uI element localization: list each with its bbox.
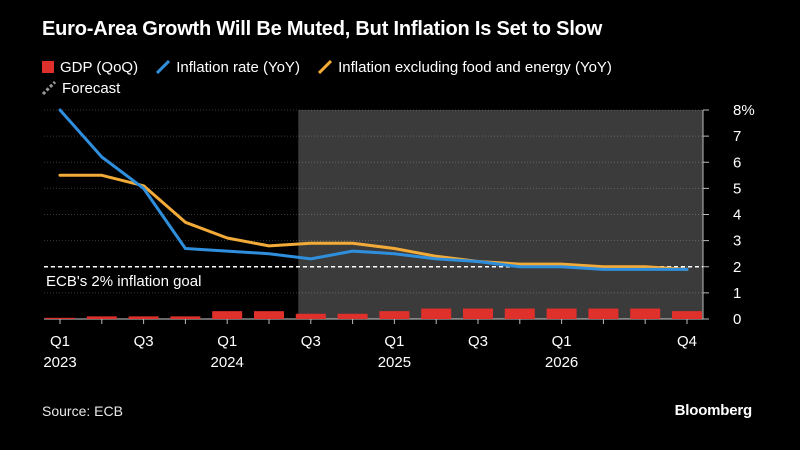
- gdp-bar: [630, 308, 661, 319]
- y-tick-label: 1: [733, 285, 741, 302]
- x-tick-label: Q1: [552, 333, 572, 350]
- x-tick-year-label: 2023: [43, 354, 76, 371]
- x-tick-label: Q1: [50, 333, 70, 350]
- legend-label-gdp: GDP (QoQ): [60, 59, 139, 76]
- gdp-bar: [170, 316, 201, 319]
- forecast-region: [298, 110, 703, 319]
- ecb-goal-label: ECB's 2% inflation goal: [46, 273, 201, 290]
- gdp-bar: [86, 316, 117, 319]
- legend-label-forecast: Forecast: [62, 80, 121, 97]
- inflation-line: [58, 108, 689, 271]
- x-tick-label: Q4: [677, 333, 697, 350]
- x-tick-label: Q3: [134, 333, 154, 350]
- x-tick-year-label: 2025: [378, 354, 411, 371]
- gdp-bar: [295, 313, 326, 319]
- y-tick-label: 4: [733, 207, 741, 224]
- y-tick-label: 8%: [733, 102, 755, 119]
- x-tick-label: Q1: [217, 333, 237, 350]
- legend-label-core-inflation: Inflation excluding food and energy (YoY…: [338, 59, 612, 76]
- gdp-bar: [546, 308, 577, 319]
- y-tick-label: 6: [733, 154, 741, 171]
- legend-item-core-inflation: Inflation excluding food and energy (YoY…: [318, 57, 612, 78]
- y-tick-label: 3: [733, 233, 741, 250]
- x-tick-label: Q3: [301, 333, 321, 350]
- x-tick-year-label: 2026: [545, 354, 578, 371]
- gdp-bar: [254, 311, 284, 319]
- legend-item-inflation: Inflation rate (YoY): [156, 57, 300, 78]
- core-inflation-line: [58, 173, 689, 271]
- gdp-bar: [212, 311, 243, 319]
- gdp-bar: [463, 308, 493, 319]
- gdp-bar: [379, 311, 410, 319]
- gdp-bar: [45, 317, 75, 319]
- legend-item-gdp: GDP (QoQ): [42, 57, 138, 78]
- x-tick-label: Q1: [384, 333, 404, 350]
- source-note: Source: ECB: [42, 403, 123, 419]
- gdp-bar: [337, 313, 368, 319]
- gdp-bar: [421, 308, 452, 319]
- core-inflation-swatch: [318, 59, 333, 75]
- gdp-bar: [504, 308, 535, 319]
- chart-title: Euro-Area Growth Will Be Muted, But Infl…: [42, 18, 603, 40]
- gdp-bar: [128, 316, 159, 319]
- y-tick-label: 0: [733, 311, 741, 328]
- y-tick-label: 5: [733, 180, 741, 197]
- y-tick-label: 7: [733, 128, 741, 145]
- inflation-swatch: [156, 59, 171, 75]
- x-tick-year-label: 2024: [211, 354, 244, 371]
- bloomberg-logo: Bloomberg: [674, 402, 753, 419]
- gdp-bar: [672, 311, 702, 319]
- legend-item-forecast: Forecast: [41, 78, 121, 99]
- gdp-swatch: [42, 61, 54, 73]
- legend: GDP (QoQ) Inflation rate (YoY) Inflation…: [41, 57, 762, 99]
- legend-label-inflation: Inflation rate (YoY): [176, 59, 300, 76]
- gdp-bar: [588, 308, 619, 319]
- y-tick-label: 2: [733, 259, 741, 276]
- x-tick-label: Q3: [468, 333, 488, 350]
- forecast-swatch: [41, 80, 57, 96]
